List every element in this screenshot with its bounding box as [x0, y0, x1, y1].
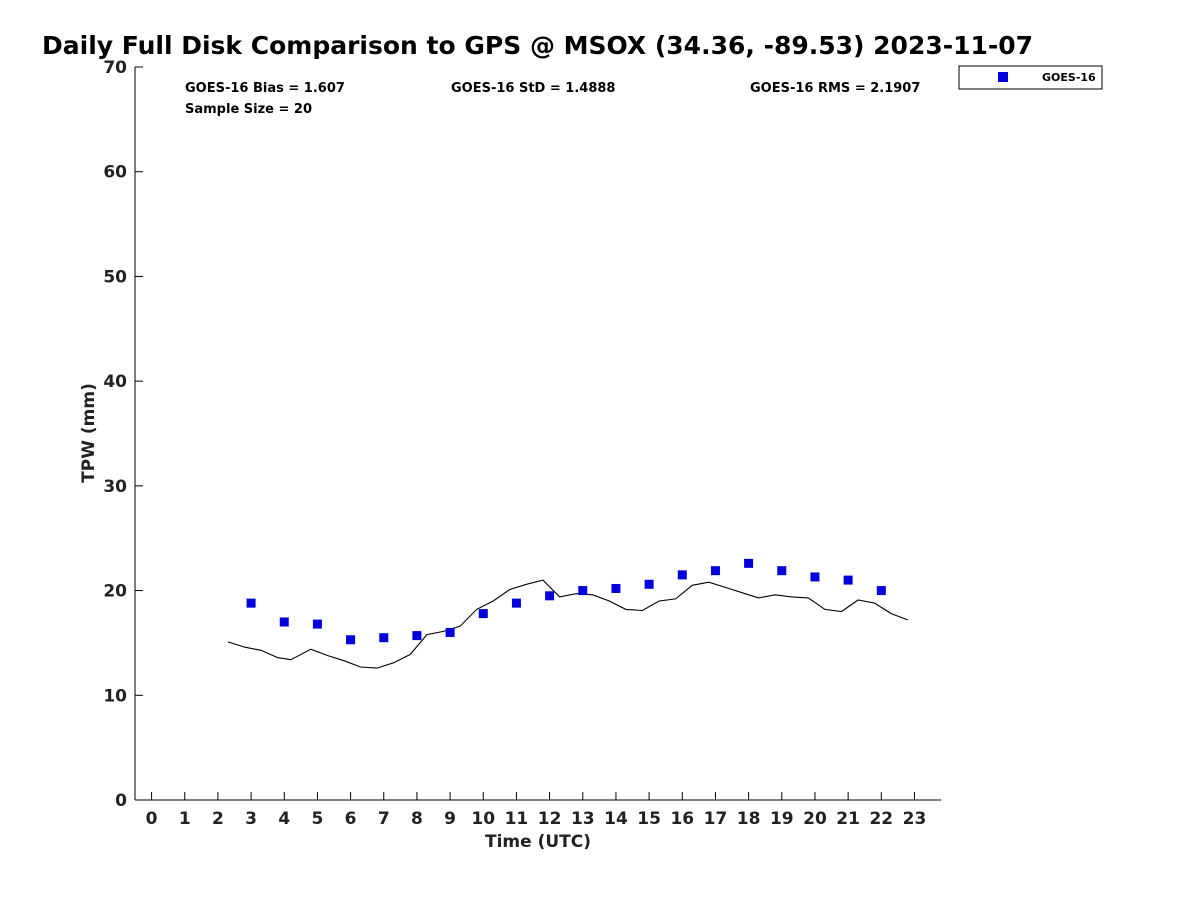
legend-box [958, 65, 1103, 90]
plot-series [227, 558, 908, 669]
x-tick-label: 5 [312, 809, 324, 829]
x-tick-label: 17 [704, 809, 728, 829]
goes16-data-point [677, 570, 687, 580]
x-tick-label: 22 [869, 809, 893, 829]
chart-title: Daily Full Disk Comparison to GPS @ MSOX… [42, 31, 1033, 60]
bias-stat: GOES-16 Bias = 1.607 [185, 81, 345, 96]
x-tick-label: 12 [538, 809, 562, 829]
goes16-data-point [578, 586, 588, 596]
x-tick-label: 0 [146, 809, 158, 829]
x-tick-label: 21 [836, 809, 860, 829]
y-tick-label: 70 [103, 58, 127, 78]
legend-label-goes16: GOES-16 [1042, 71, 1096, 84]
y-axis-ticks: 0 10 20 30 40 50 60 70 [103, 58, 143, 811]
std-stat: GOES-16 StD = 1.4888 [451, 81, 615, 96]
goes16-data-point [611, 583, 621, 593]
goes16-data-point [744, 558, 754, 568]
goes16-data-point [843, 575, 853, 585]
goes16-data-point [312, 619, 322, 629]
x-axis-label: Time (UTC) [485, 832, 591, 852]
gps-tpw-line [227, 579, 908, 669]
x-tick-label: 11 [505, 809, 529, 829]
x-tick-label: 13 [571, 809, 595, 829]
x-tick-label: 1 [179, 809, 191, 829]
goes16-data-point [246, 598, 256, 608]
x-tick-label: 16 [670, 809, 694, 829]
sample-size-stat: Sample Size = 20 [185, 102, 312, 117]
y-tick-label: 0 [115, 791, 127, 811]
x-tick-label: 10 [471, 809, 495, 829]
goes16-data-point [478, 609, 488, 619]
x-tick-label: 18 [737, 809, 761, 829]
goes16-data-point [346, 635, 356, 645]
goes16-data-point [710, 566, 720, 576]
legend: GOES-16 [958, 65, 1103, 90]
y-tick-label: 20 [103, 582, 127, 602]
legend-marker-goes16 [998, 72, 1008, 82]
x-tick-label: 4 [278, 809, 290, 829]
x-tick-label: 2 [212, 809, 224, 829]
y-tick-label: 30 [103, 477, 127, 497]
x-tick-label: 6 [345, 809, 357, 829]
goes16-data-point [379, 633, 389, 643]
rms-stat: GOES-16 RMS = 2.1907 [750, 81, 920, 96]
goes16-data-point [810, 572, 820, 582]
x-tick-label: 3 [245, 809, 257, 829]
x-tick-label: 23 [903, 809, 927, 829]
y-tick-label: 50 [103, 267, 127, 287]
goes16-data-point [511, 598, 521, 608]
goes16-data-point [644, 579, 654, 589]
x-tick-label: 14 [604, 809, 628, 829]
goes16-data-point [545, 591, 555, 601]
x-tick-label: 15 [637, 809, 661, 829]
y-axis-label: TPW (mm) [79, 383, 99, 483]
y-tick-label: 40 [103, 372, 127, 392]
goes16-data-point [279, 617, 289, 627]
goes16-data-point [876, 586, 886, 596]
x-tick-label: 9 [444, 809, 456, 829]
x-tick-label: 8 [411, 809, 423, 829]
goes16-data-point [445, 627, 455, 637]
x-tick-label: 20 [803, 809, 827, 829]
y-tick-label: 60 [103, 163, 127, 183]
x-axis-ticks: 0 1 2 3 4 5 6 7 8 9 10 11 12 13 14 15 16 17 18 19 20 21 22 23 [146, 792, 927, 829]
goes16-data-point [777, 566, 787, 576]
x-tick-label: 19 [770, 809, 794, 829]
y-tick-label: 10 [103, 686, 127, 706]
x-tick-label: 7 [378, 809, 390, 829]
goes16-data-point [412, 631, 422, 641]
